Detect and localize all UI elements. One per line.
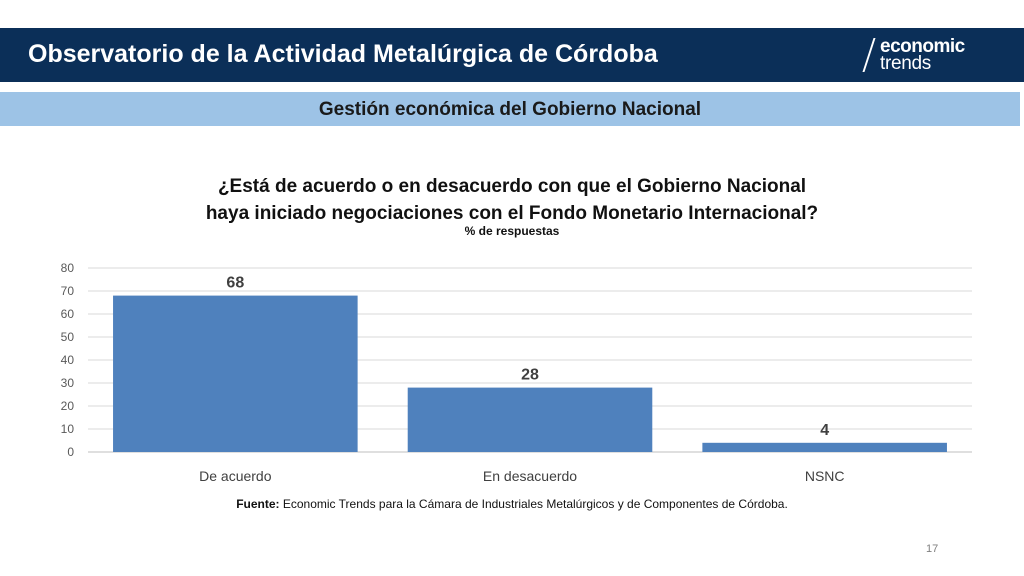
- x-tick-label: De acuerdo: [199, 468, 272, 484]
- chart-subtitle: % de respuestas: [464, 224, 560, 238]
- y-tick-label: 80: [61, 261, 75, 275]
- data-label: 28: [521, 367, 539, 384]
- source-label: Fuente:: [236, 497, 280, 511]
- y-tick-label: 0: [67, 445, 74, 459]
- data-label: 4: [820, 422, 829, 439]
- y-tick-label: 10: [61, 422, 75, 436]
- bar: [113, 295, 358, 452]
- logo-line2: trends: [880, 53, 932, 74]
- source-note: Fuente: Economic Trends para la Cámara d…: [0, 497, 1024, 511]
- chart-title-line1: ¿Está de acuerdo o en desacuerdo con que…: [217, 176, 807, 197]
- page-title: Observatorio de la Actividad Metalúrgica…: [28, 40, 658, 68]
- bar: [407, 387, 653, 452]
- page-number: 17: [926, 543, 939, 555]
- y-tick-label: 70: [61, 284, 75, 298]
- x-tick-label: En desacuerdo: [483, 468, 577, 484]
- section-bar: Gestión económica del Gobierno Nacional: [0, 92, 1020, 126]
- section-title: Gestión económica del Gobierno Nacional: [318, 99, 702, 120]
- y-tick-label: 50: [61, 330, 75, 344]
- y-tick-label: 40: [61, 353, 75, 367]
- chart-title: ¿Está de acuerdo o en desacuerdo con que…: [112, 173, 912, 227]
- x-tick-label: NSNC: [805, 468, 845, 484]
- y-tick-label: 20: [61, 399, 75, 413]
- logo-line1: economic: [880, 36, 965, 57]
- economic-trends-logo: economic trends: [862, 36, 1002, 76]
- source-text: Economic Trends para la Cámara de Indust…: [279, 497, 788, 511]
- y-tick-label: 60: [61, 307, 75, 321]
- data-label: 68: [226, 275, 244, 292]
- bar: [702, 442, 947, 452]
- y-tick-label: 30: [61, 376, 75, 390]
- header-bar: Observatorio de la Actividad Metalúrgica…: [0, 28, 1024, 82]
- chart-title-line2: haya iniciado negociaciones con el Fondo…: [205, 203, 819, 224]
